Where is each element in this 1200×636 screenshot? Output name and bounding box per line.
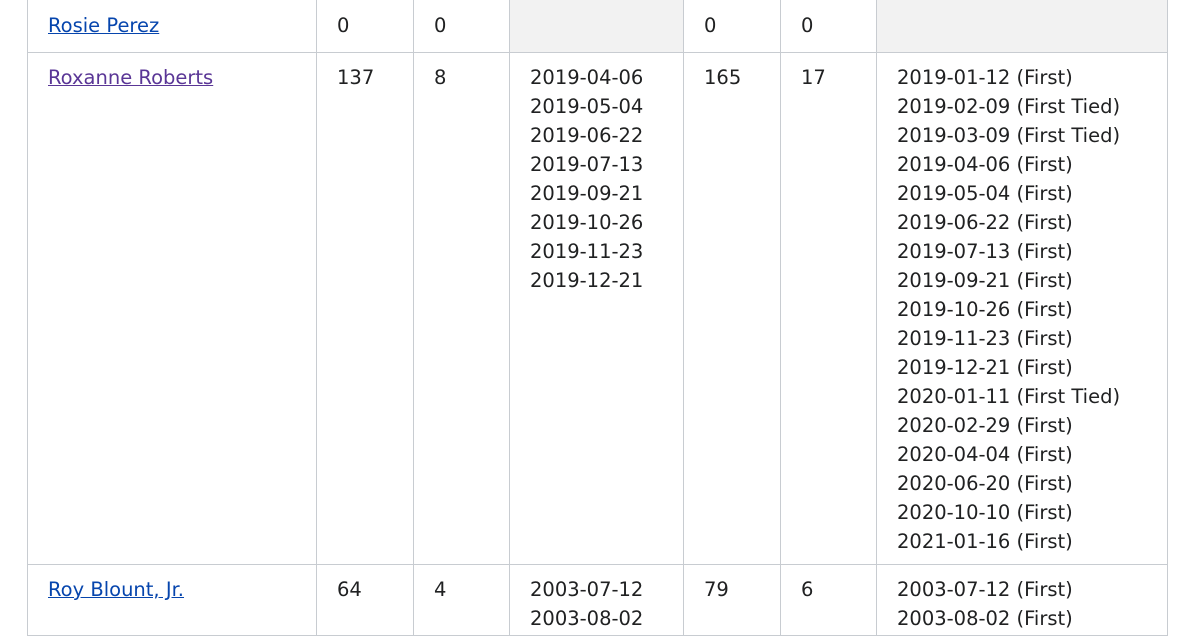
score-cell: 0 [316,0,414,53]
dates-cell: 2019-04-06 2019-05-04 2019-06-22 2019-07… [509,52,684,565]
placement-item: 2020-06-20 (First) [897,472,1073,495]
placement-item: 2020-04-04 (First) [897,443,1073,466]
date-item: 2019-10-26 [530,211,644,234]
placement-item: 2019-01-12 (First) [897,66,1073,89]
date-item: 2003-08-02 [530,607,644,630]
placements-cell: 2019-01-12 (First) 2019-02-09 (First Tie… [876,52,1168,565]
placement-item: 2019-12-21 (First) [897,356,1073,379]
placement-item: 2003-08-02 (First) [897,607,1073,630]
score-cell: 137 [316,52,414,565]
date-item: 2019-09-21 [530,182,644,205]
dates-cell-empty [509,0,684,53]
panelist-name-cell: Roy Blount, Jr. [27,564,317,636]
table-row: Rosie Perez 0 0 0 0 [27,0,1168,53]
panelist-link-roxanne-roberts[interactable]: Roxanne Roberts [48,66,214,89]
placement-item: 2019-06-22 (First) [897,211,1073,234]
placements-cell-empty [876,0,1168,53]
placement-item: 2019-09-21 (First) [897,269,1073,292]
score-cell: 79 [683,564,781,636]
placement-item: 2020-02-29 (First) [897,414,1073,437]
placement-item: 2019-11-23 (First) [897,327,1073,350]
count-cell: 8 [413,52,510,565]
placement-item: 2019-10-26 (First) [897,298,1073,321]
placement-item: 2019-02-09 (First Tied) [897,95,1121,118]
count-cell: 0 [780,0,877,53]
placement-item: 2019-03-09 (First Tied) [897,124,1121,147]
placement-item: 2020-01-11 (First Tied) [897,385,1121,408]
score-cell: 64 [316,564,414,636]
panelist-scores-table: Rosie Perez 0 0 0 0 Roxanne Roberts 137 … [27,0,1168,636]
dates-cell: 2003-07-12 2003-08-02 [509,564,684,636]
table-row: Roxanne Roberts 137 8 2019-04-06 2019-05… [27,52,1168,565]
count-cell: 4 [413,564,510,636]
placement-item: 2003-07-12 (First) [897,578,1073,601]
panelist-name-cell: Rosie Perez [27,0,317,53]
panelist-name-cell: Roxanne Roberts [27,52,317,565]
date-item: 2019-06-22 [530,124,644,147]
score-cell: 165 [683,52,781,565]
date-item: 2019-05-04 [530,95,644,118]
date-item: 2019-11-23 [530,240,644,263]
count-cell: 0 [413,0,510,53]
placement-item: 2020-10-10 (First) [897,501,1073,524]
panelist-link-roy-blount-jr[interactable]: Roy Blount, Jr. [48,578,185,601]
count-cell: 6 [780,564,877,636]
score-cell: 0 [683,0,781,53]
table-row: Roy Blount, Jr. 64 4 2003-07-12 2003-08-… [27,564,1168,636]
date-item: 2019-12-21 [530,269,644,292]
date-item: 2003-07-12 [530,578,644,601]
placements-cell: 2003-07-12 (First) 2003-08-02 (First) [876,564,1168,636]
date-item: 2019-07-13 [530,153,644,176]
panelist-link-rosie-perez[interactable]: Rosie Perez [48,14,160,37]
count-cell: 17 [780,52,877,565]
placement-item: 2021-01-16 (First) [897,530,1073,553]
placement-item: 2019-04-06 (First) [897,153,1073,176]
scores-table-container: Rosie Perez 0 0 0 0 Roxanne Roberts 137 … [27,0,1168,636]
date-item: 2019-04-06 [530,66,644,89]
placement-item: 2019-07-13 (First) [897,240,1073,263]
placement-item: 2019-05-04 (First) [897,182,1073,205]
